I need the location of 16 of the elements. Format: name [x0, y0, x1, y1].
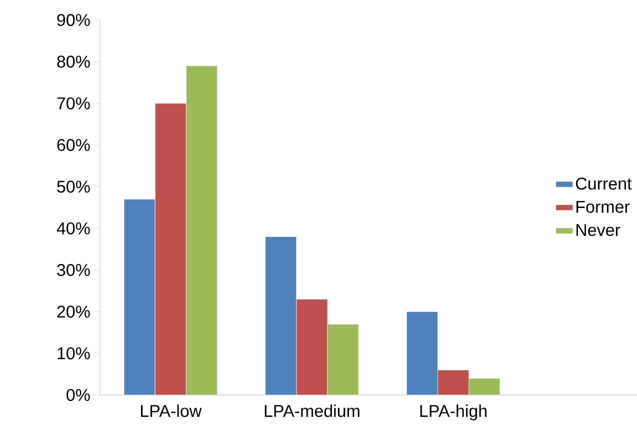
y-tick-label: 60%: [57, 138, 90, 152]
legend-label: Former: [576, 200, 630, 213]
y-tick-label: 10%: [58, 347, 90, 360]
x-tick-label: LPA-medium: [264, 404, 360, 418]
y-tick-label: 40%: [56, 222, 90, 234]
y-tick-label: 90%: [57, 14, 90, 26]
y-tick-label: 0%: [66, 388, 90, 402]
y-tick-label: 30%: [57, 264, 90, 276]
y-tick-label: 20%: [57, 306, 90, 318]
legend-label: Never: [576, 224, 620, 236]
y-tick-label: 50%: [57, 180, 90, 193]
x-tick-label: LPA-high: [420, 404, 487, 420]
x-tick-label: LPA-low: [141, 404, 202, 418]
y-tick-label: 80%: [57, 56, 90, 68]
legend-label: Current: [576, 178, 632, 190]
y-tick-label: 70%: [57, 97, 90, 110]
